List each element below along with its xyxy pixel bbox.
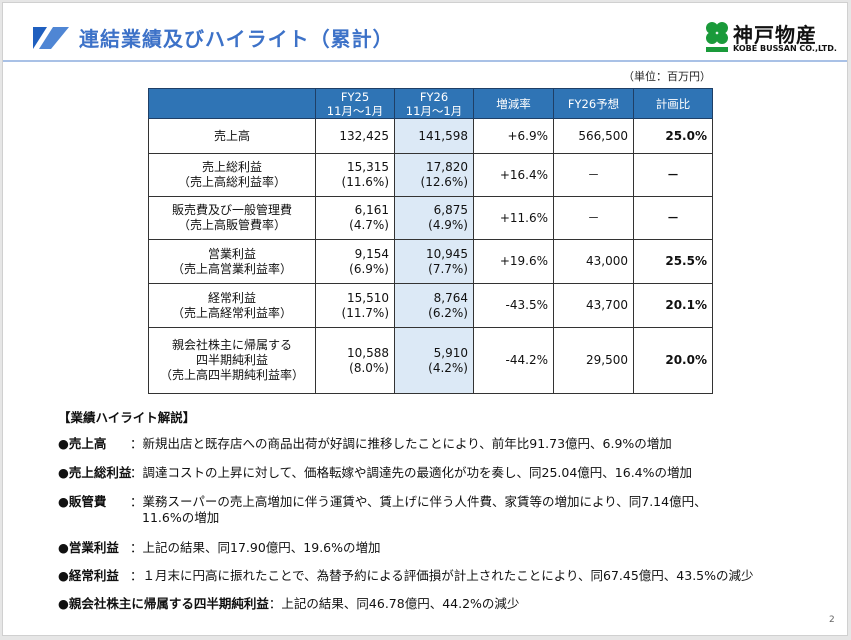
row-label: 売上高 (148, 118, 316, 154)
change-rate: -43.5% (473, 283, 554, 328)
header-forecast: FY26予想 (553, 88, 634, 119)
page-number: 2 (829, 615, 835, 625)
highlight-text: ：新規出店と既存店への商品出荷が好調に推移したことにより、前年比91.73億円、… (130, 436, 672, 451)
plan-ratio: － (633, 153, 713, 197)
row-label: 経常利益 （売上高経常利益率） (148, 283, 316, 328)
highlight-key: ●親会社株主に帰属する四半期純利益 (58, 596, 269, 611)
highlight-item: ●売上総利益 ：調達コストの上昇に対して、価格転嫁や調達先の最適化が功を奏し、同2… (58, 465, 692, 481)
fy26-value: 6,875 (4.9%) (394, 196, 474, 240)
fy25-value: 15,315 (11.6%) (315, 153, 395, 197)
fy25-value: 9,154 (6.9%) (315, 239, 395, 284)
clover-logo-icon (706, 22, 728, 52)
highlight-key: ●売上総利益 (58, 465, 132, 480)
highlight-key: ●売上高 (58, 436, 107, 451)
fy26-value: 10,945 (7.7%) (394, 239, 474, 284)
fy25-value: 6,161 (4.7%) (315, 196, 395, 240)
page-title: 連結業績及びハイライト（累計） (79, 27, 394, 51)
fy25-value: 10,588 (8.0%) (315, 327, 395, 394)
forecast-value: 566,500 (553, 118, 634, 154)
header-change: 増減率 (473, 88, 554, 119)
highlight-item: ●営業利益 ：上記の結果、同17.90億円、19.6%の増加 (58, 540, 381, 556)
fy25-value: 132,425 (315, 118, 395, 154)
table-row: 売上総利益 （売上高総利益率） 15,315 (11.6%) 17,820 (12.6%)… (148, 153, 713, 197)
highlights-heading: 【業績ハイライト解説】 (58, 410, 196, 425)
results-table: FY25 11月～1月 FY26 11月～1月 増減率 FY26予想 計画比 売上高… (148, 88, 713, 394)
table-row: 営業利益 （売上高営業利益率） 9,154 (6.9%) 10,945 (7.7%) +19… (148, 239, 713, 284)
forecast-value: 29,500 (553, 327, 634, 394)
header-blank (148, 88, 316, 119)
forecast-value: 43,700 (553, 283, 634, 328)
change-rate: +11.6% (473, 196, 554, 240)
header-divider (3, 60, 847, 62)
row-label: 営業利益 （売上高営業利益率） (148, 239, 316, 284)
change-rate: -44.2% (473, 327, 554, 394)
brand-subtitle: KOBE BUSSAN CO.,LTD. (733, 44, 837, 53)
highlight-item: ●親会社株主に帰属する四半期純利益 ：上記の結果、同46.78億円、44.2%の減… (58, 596, 519, 612)
header-fy25: FY25 11月～1月 (315, 88, 395, 119)
plan-ratio: 25.0% (633, 118, 713, 154)
unit-label: （単位：百万円） (623, 70, 711, 83)
fy26-value: 5,910 (4.2%) (394, 327, 474, 394)
highlight-text: ：上記の結果、同46.78億円、44.2%の減少 (268, 596, 520, 611)
plan-ratio: 20.0% (633, 327, 713, 394)
plan-ratio: 20.1% (633, 283, 713, 328)
highlight-key: ●営業利益 (58, 540, 119, 555)
fy26-value: 17,820 (12.6%) (394, 153, 474, 197)
forecast-value: 43,000 (553, 239, 634, 284)
highlight-text: ：１月末に円高に振れたことで、為替予約による評価損が計上されたことにより、同67… (130, 568, 754, 583)
change-rate: +6.9% (473, 118, 554, 154)
highlight-text: ：調達コストの上昇に対して、価格転嫁や調達先の最適化が功を奏し、同25.04億円… (130, 465, 692, 480)
row-label: 販売費及び一般管理費 （売上高販管費率） (148, 196, 316, 240)
table-row: 販売費及び一般管理費 （売上高販管費率） 6,161 (4.7%) 6,875 (4.9%… (148, 196, 713, 240)
brand-name: 神戸物産 (733, 23, 817, 47)
row-label: 売上総利益 （売上高総利益率） (148, 153, 316, 197)
plan-ratio: 25.5% (633, 239, 713, 284)
highlight-item: ●販管費 ：業務スーパーの売上高増加に伴う運賃や、賃上げに伴う人件費、家賃等の増加… (58, 494, 707, 526)
highlight-key: ●経常利益 (58, 568, 119, 583)
change-rate: +19.6% (473, 239, 554, 284)
change-rate: +16.4% (473, 153, 554, 197)
table-row: 親会社株主に帰属する 四半期純利益 （売上高四半期純利益率） 10,588 (8.0%)… (148, 327, 713, 394)
table-header-row: FY25 11月～1月 FY26 11月～1月 増減率 FY26予想 計画比 (148, 88, 713, 119)
fy26-value: 141,598 (394, 118, 474, 154)
forecast-value: － (553, 196, 634, 240)
fy26-value: 8,764 (6.2%) (394, 283, 474, 328)
table-row: 売上高 132,425 141,598 +6.9% 566,500 25.0% (148, 118, 713, 154)
highlight-text: ：業務スーパーの売上高増加に伴う運賃や、賃上げに伴う人件費、家賃等の増加により、… (130, 494, 707, 525)
highlight-key: ●販管費 (58, 494, 107, 509)
header-ratio: 計画比 (633, 88, 713, 119)
forecast-value: － (553, 153, 634, 197)
row-label: 親会社株主に帰属する 四半期純利益 （売上高四半期純利益率） (148, 327, 316, 394)
highlight-item: ●売上高 ：新規出店と既存店への商品出荷が好調に推移したことにより、前年比91.7… (58, 436, 672, 452)
header-fy26: FY26 11月～1月 (394, 88, 474, 119)
fy25-value: 15,510 (11.7%) (315, 283, 395, 328)
highlight-text: ：上記の結果、同17.90億円、19.6%の増加 (130, 540, 381, 555)
plan-ratio: － (633, 196, 713, 240)
title-chevron-icon (33, 27, 69, 49)
highlight-item: ●経常利益 ：１月末に円高に振れたことで、為替予約による評価損が計上されたことによ… (58, 568, 754, 584)
table-row: 経常利益 （売上高経常利益率） 15,510 (11.7%) 8,764 (6.2%) -4… (148, 283, 713, 328)
